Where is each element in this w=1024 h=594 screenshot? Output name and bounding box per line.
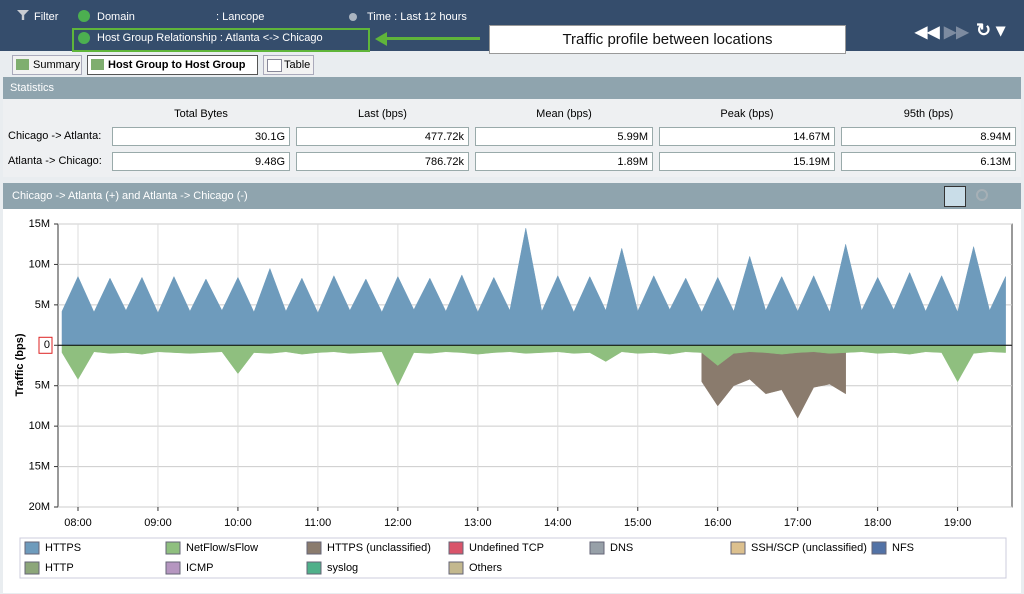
- column-header: Mean (bps): [536, 108, 592, 120]
- domain-label: Domain: [97, 11, 135, 23]
- x-tick-label: 09:00: [144, 517, 172, 529]
- tab[interactable]: Summary: [12, 55, 82, 75]
- legend-label: HTTP: [45, 562, 74, 574]
- time-dot: [349, 13, 357, 21]
- legend-label: DNS: [610, 542, 633, 554]
- y-tick-label: 15M: [29, 460, 50, 472]
- filter-label[interactable]: Filter: [34, 11, 59, 23]
- chart-options-button[interactable]: [944, 186, 966, 207]
- x-tick-label: 18:00: [864, 517, 892, 529]
- area: [61, 227, 1006, 346]
- y-tick-label: 5M: [35, 380, 50, 392]
- x-tick-label: 13:00: [464, 517, 492, 529]
- stat-cell: 6.13M: [841, 152, 1016, 171]
- arrow-head: [375, 32, 387, 46]
- host-group-filter[interactable]: Host Group Relationship : Atlanta <-> Ch…: [97, 32, 323, 44]
- zero-highlight: [38, 336, 53, 354]
- stat-cell: 30.1G: [112, 127, 290, 146]
- legend-swatch: [165, 541, 181, 555]
- domain-value: : Lancope: [216, 11, 265, 23]
- legend-label: HTTPS: [45, 542, 81, 554]
- y-tick-label: 10M: [29, 258, 50, 270]
- column-header: Peak (bps): [720, 108, 774, 120]
- x-tick-label: 14:00: [544, 517, 572, 529]
- y-tick-label: 15M: [29, 218, 50, 230]
- x-tick-label: 15:00: [624, 517, 652, 529]
- tab-label[interactable]: Summary: [33, 59, 81, 71]
- column-header: Last (bps): [358, 108, 407, 120]
- legend-swatch: [24, 561, 40, 575]
- rewind-button[interactable]: ◀◀: [915, 24, 940, 41]
- stat-cell: 786.72k: [296, 152, 469, 171]
- x-tick-label: 17:00: [784, 517, 812, 529]
- legend-swatch: [448, 561, 464, 575]
- tab-selected[interactable]: Host Group to Host Group: [87, 55, 258, 75]
- zoom-button[interactable]: [976, 189, 988, 201]
- y-axis-title: Traffic (bps): [14, 333, 26, 396]
- legend-swatch: [24, 541, 40, 555]
- tab[interactable]: Table: [263, 55, 314, 75]
- legend-swatch: [306, 561, 322, 575]
- y-tick-label: 10M: [29, 420, 50, 432]
- forward-button[interactable]: ▶▶: [944, 24, 969, 41]
- legend-label: Undefined TCP: [469, 542, 544, 554]
- host-group-icon: [78, 32, 90, 44]
- stat-cell: 14.67M: [659, 127, 835, 146]
- stat-cell: 5.99M: [475, 127, 653, 146]
- legend-label: syslog: [327, 562, 358, 574]
- filter-icon[interactable]: [17, 10, 29, 20]
- chart: Traffic (bps) 15M 10M 5M 0 5M 10M 15M 20M 08:00 0…: [14, 218, 1013, 579]
- stat-cell: 15.19M: [659, 152, 835, 171]
- y-tick-label: 20M: [29, 501, 50, 513]
- legend-label: HTTPS (unclassified): [327, 542, 431, 554]
- stat-cell: 477.72k: [296, 127, 469, 146]
- x-tick-label: 12:00: [384, 517, 412, 529]
- legend-label: Others: [469, 562, 503, 574]
- legend-label: NetFlow/sFlow: [186, 542, 258, 554]
- chart-title: Chicago -> Atlanta (+) and Atlanta -> Ch…: [12, 190, 248, 202]
- x-tick-label: 16:00: [704, 517, 732, 529]
- chart-header: [3, 183, 1021, 209]
- legend-label: SSH/SCP (unclassified): [751, 542, 867, 554]
- legend-swatch: [730, 541, 746, 555]
- column-header: Total Bytes: [174, 108, 228, 120]
- legend-box: [19, 537, 1007, 579]
- stat-cell: 9.48G: [112, 152, 290, 171]
- stats-header: [3, 77, 1021, 99]
- tab-label[interactable]: Host Group to Host Group: [108, 59, 246, 71]
- legend-label: ICMP: [186, 562, 214, 574]
- stats-title: Statistics: [10, 82, 55, 94]
- refresh-button[interactable]: ↻ ▾: [976, 20, 1006, 40]
- legend-swatch: [165, 561, 181, 575]
- legend-swatch: [589, 541, 605, 555]
- x-tick-label: 19:00: [944, 517, 972, 529]
- legend-swatch: [871, 541, 887, 555]
- stat-cell: 8.94M: [841, 127, 1016, 146]
- callout-arrow: [382, 37, 480, 40]
- legend-swatch: [306, 541, 322, 555]
- highlight-box: [72, 28, 370, 52]
- domain-icon: [78, 10, 90, 22]
- area: [61, 345, 1006, 387]
- callout: Traffic profile between locations: [489, 25, 846, 54]
- stat-cell: 1.89M: [475, 152, 653, 171]
- x-tick-label: 10:00: [224, 517, 252, 529]
- plot-area: [57, 223, 1013, 508]
- time-filter[interactable]: Time : Last 12 hours: [367, 11, 467, 23]
- y-tick-label: 0: [44, 339, 50, 351]
- row-label: Chicago -> Atlanta:: [8, 130, 102, 142]
- column-header: 95th (bps): [903, 108, 954, 120]
- area: [701, 345, 846, 419]
- x-tick-label: 11:00: [305, 517, 332, 529]
- y-tick-label: 5M: [35, 299, 50, 311]
- legend-label: NFS: [892, 542, 914, 554]
- row-label: Atlanta -> Chicago:: [8, 155, 102, 167]
- legend-swatch: [448, 541, 464, 555]
- tab-label[interactable]: Table: [284, 59, 311, 71]
- x-tick-label: 08:00: [64, 517, 92, 529]
